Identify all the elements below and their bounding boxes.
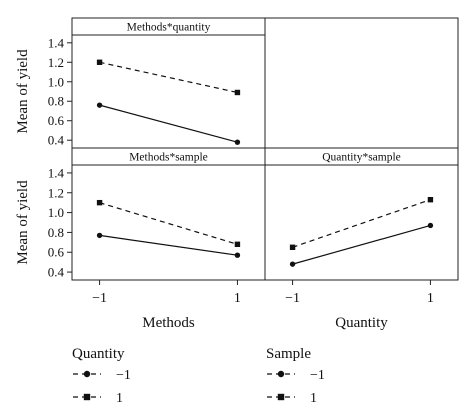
legend-label: 1 <box>310 391 317 406</box>
series-line <box>292 224 431 265</box>
series-line <box>99 104 238 143</box>
series-sample-1 <box>289 196 434 250</box>
y-tick-label: 1.2 <box>48 55 64 70</box>
data-point <box>427 222 434 229</box>
panel-4: Quantity*sample <box>264 147 459 281</box>
legend-key-marker <box>277 370 285 378</box>
legend-entry: −1 <box>73 368 131 383</box>
series-line <box>99 61 238 94</box>
legend-title: Quantity <box>72 346 125 362</box>
series-line <box>99 202 238 245</box>
x-tick-label: −1 <box>92 291 107 306</box>
y-tick-label: 1.4 <box>48 165 65 180</box>
y-tick-label: 0.4 <box>48 133 65 148</box>
y-axis-row-1: 0.4 0.6 0.8 1.0 1.2 1.4 Mean of yield <box>15 35 72 148</box>
x-axis-col-1: −1 1 Methods <box>92 280 241 331</box>
panel-2 <box>264 17 459 149</box>
x-tick-label: −1 <box>285 291 300 306</box>
legend-key-marker <box>83 393 91 401</box>
legend-label: −1 <box>116 368 131 383</box>
panel-frame <box>71 17 266 149</box>
x-tick-label: 1 <box>427 291 434 306</box>
y-axis-label: Mean of yield <box>15 180 31 265</box>
data-point <box>96 232 103 239</box>
series-quantity-minus-1 <box>96 102 241 145</box>
axes-layer: 0.4 0.6 0.8 1.0 1.2 1.4 Mean of yield 0.4 0.6 0.8… <box>15 35 434 331</box>
data-point <box>96 102 103 108</box>
panel-1: Methods*quantity <box>71 17 266 149</box>
panel-title: Quantity*sample <box>322 152 401 164</box>
series-line <box>292 199 431 248</box>
y-axis-row-2: 0.4 0.6 0.8 1.0 1.2 1.4 Mean of yield <box>15 165 72 280</box>
data-point <box>289 261 296 267</box>
panel-frame <box>264 17 459 149</box>
legend-sample: Sample −1 1 <box>266 346 325 406</box>
x-axis-label: Methods <box>142 315 195 331</box>
series-sample-1 <box>96 199 241 248</box>
y-tick-label: 0.6 <box>48 113 65 128</box>
panels-layer: Methods*quantity Methods*sample Quantity*s… <box>71 17 459 281</box>
y-tick-label: 0.8 <box>48 94 64 109</box>
series-sample-minus-1 <box>96 232 241 258</box>
panel-title: Methods*quantity <box>127 22 211 34</box>
x-axis-col-2: −1 1 Quantity <box>285 280 434 331</box>
y-tick-label: 0.4 <box>48 265 65 280</box>
data-point <box>96 199 103 206</box>
legend-key-marker <box>83 370 91 378</box>
panel-3: Methods*sample <box>71 147 266 281</box>
data-point <box>96 59 103 65</box>
panel-frame <box>71 147 266 281</box>
y-tick-label: 0.6 <box>48 245 65 260</box>
series-sample-minus-1 <box>289 222 434 267</box>
legend-layer: Quantity −1 1 Sample −1 1 <box>72 346 325 406</box>
y-axis-label: Mean of yield <box>15 49 31 134</box>
data-point <box>234 252 241 258</box>
legend-entry: 1 <box>267 391 317 406</box>
legend-entry: −1 <box>267 368 325 383</box>
y-tick-label: 1.4 <box>48 35 65 50</box>
panel-strip <box>264 147 459 166</box>
legend-entry: 1 <box>73 391 123 406</box>
data-point <box>234 241 241 248</box>
y-tick-label: 1.0 <box>48 205 64 220</box>
legend-label: −1 <box>310 368 325 383</box>
panel-title: Methods*sample <box>129 152 208 164</box>
data-point <box>234 139 241 145</box>
data-point <box>289 244 296 250</box>
legend-quantity: Quantity −1 1 <box>72 346 131 406</box>
legend-title: Sample <box>266 346 311 362</box>
series-line <box>99 234 238 256</box>
data-point <box>234 89 241 96</box>
x-axis-label: Quantity <box>335 315 388 331</box>
legend-key-marker <box>277 393 285 401</box>
x-tick-label: 1 <box>234 291 241 306</box>
y-tick-label: 1.0 <box>48 74 64 89</box>
legend-label: 1 <box>116 391 123 406</box>
y-tick-label: 0.8 <box>48 225 64 240</box>
data-point <box>427 196 434 203</box>
series-quantity-1 <box>96 59 241 96</box>
y-tick-label: 1.2 <box>48 185 64 200</box>
panel-frame <box>264 147 459 281</box>
